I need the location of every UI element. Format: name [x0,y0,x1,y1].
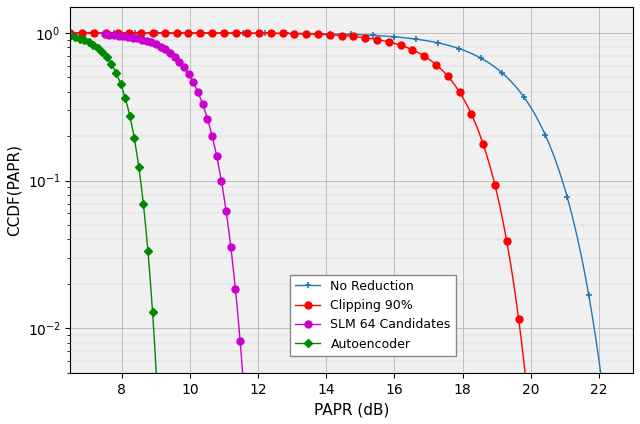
SLM 64 Candidates [227,248,235,253]
Autoencoder [67,34,74,39]
No Reduction [67,31,74,36]
Line: Autoencoder: Autoencoder [68,33,159,382]
No Reduction [589,318,597,323]
SLM 64 Candidates [100,32,108,37]
Line: No Reduction: No Reduction [67,30,605,383]
No Reduction [598,377,605,382]
Autoencoder [86,41,94,46]
Autoencoder [153,377,161,382]
Clipping 90% [191,31,198,36]
Autoencoder [93,45,100,50]
Autoencoder [110,66,118,71]
SLM 64 Candidates [239,380,247,385]
SLM 64 Candidates [234,306,241,311]
Autoencoder [91,43,99,48]
Legend: No Reduction, Clipping 90%, SLM 64 Candidates, Autoencoder: No Reduction, Clipping 90%, SLM 64 Candi… [291,275,456,356]
SLM 64 Candidates [177,61,184,66]
SLM 64 Candidates [144,39,152,44]
SLM 64 Candidates [144,39,152,44]
Y-axis label: CCDF(PAPR): CCDF(PAPR) [7,144,22,236]
Clipping 90% [183,31,191,36]
Line: SLM 64 Candidates: SLM 64 Candidates [101,31,247,386]
Autoencoder [106,59,113,64]
Autoencoder [76,36,83,41]
Clipping 90% [333,33,340,38]
Clipping 90% [179,31,186,36]
Clipping 90% [67,31,74,36]
No Reduction [444,43,452,48]
Clipping 90% [522,375,529,380]
Clipping 90% [92,31,99,36]
No Reduction [207,31,214,36]
Line: Clipping 90%: Clipping 90% [67,30,529,381]
No Reduction [535,120,543,125]
No Reduction [563,194,571,199]
SLM 64 Candidates [150,41,158,46]
Clipping 90% [196,31,204,36]
X-axis label: PAPR (dB): PAPR (dB) [314,402,389,417]
No Reduction [234,31,242,36]
